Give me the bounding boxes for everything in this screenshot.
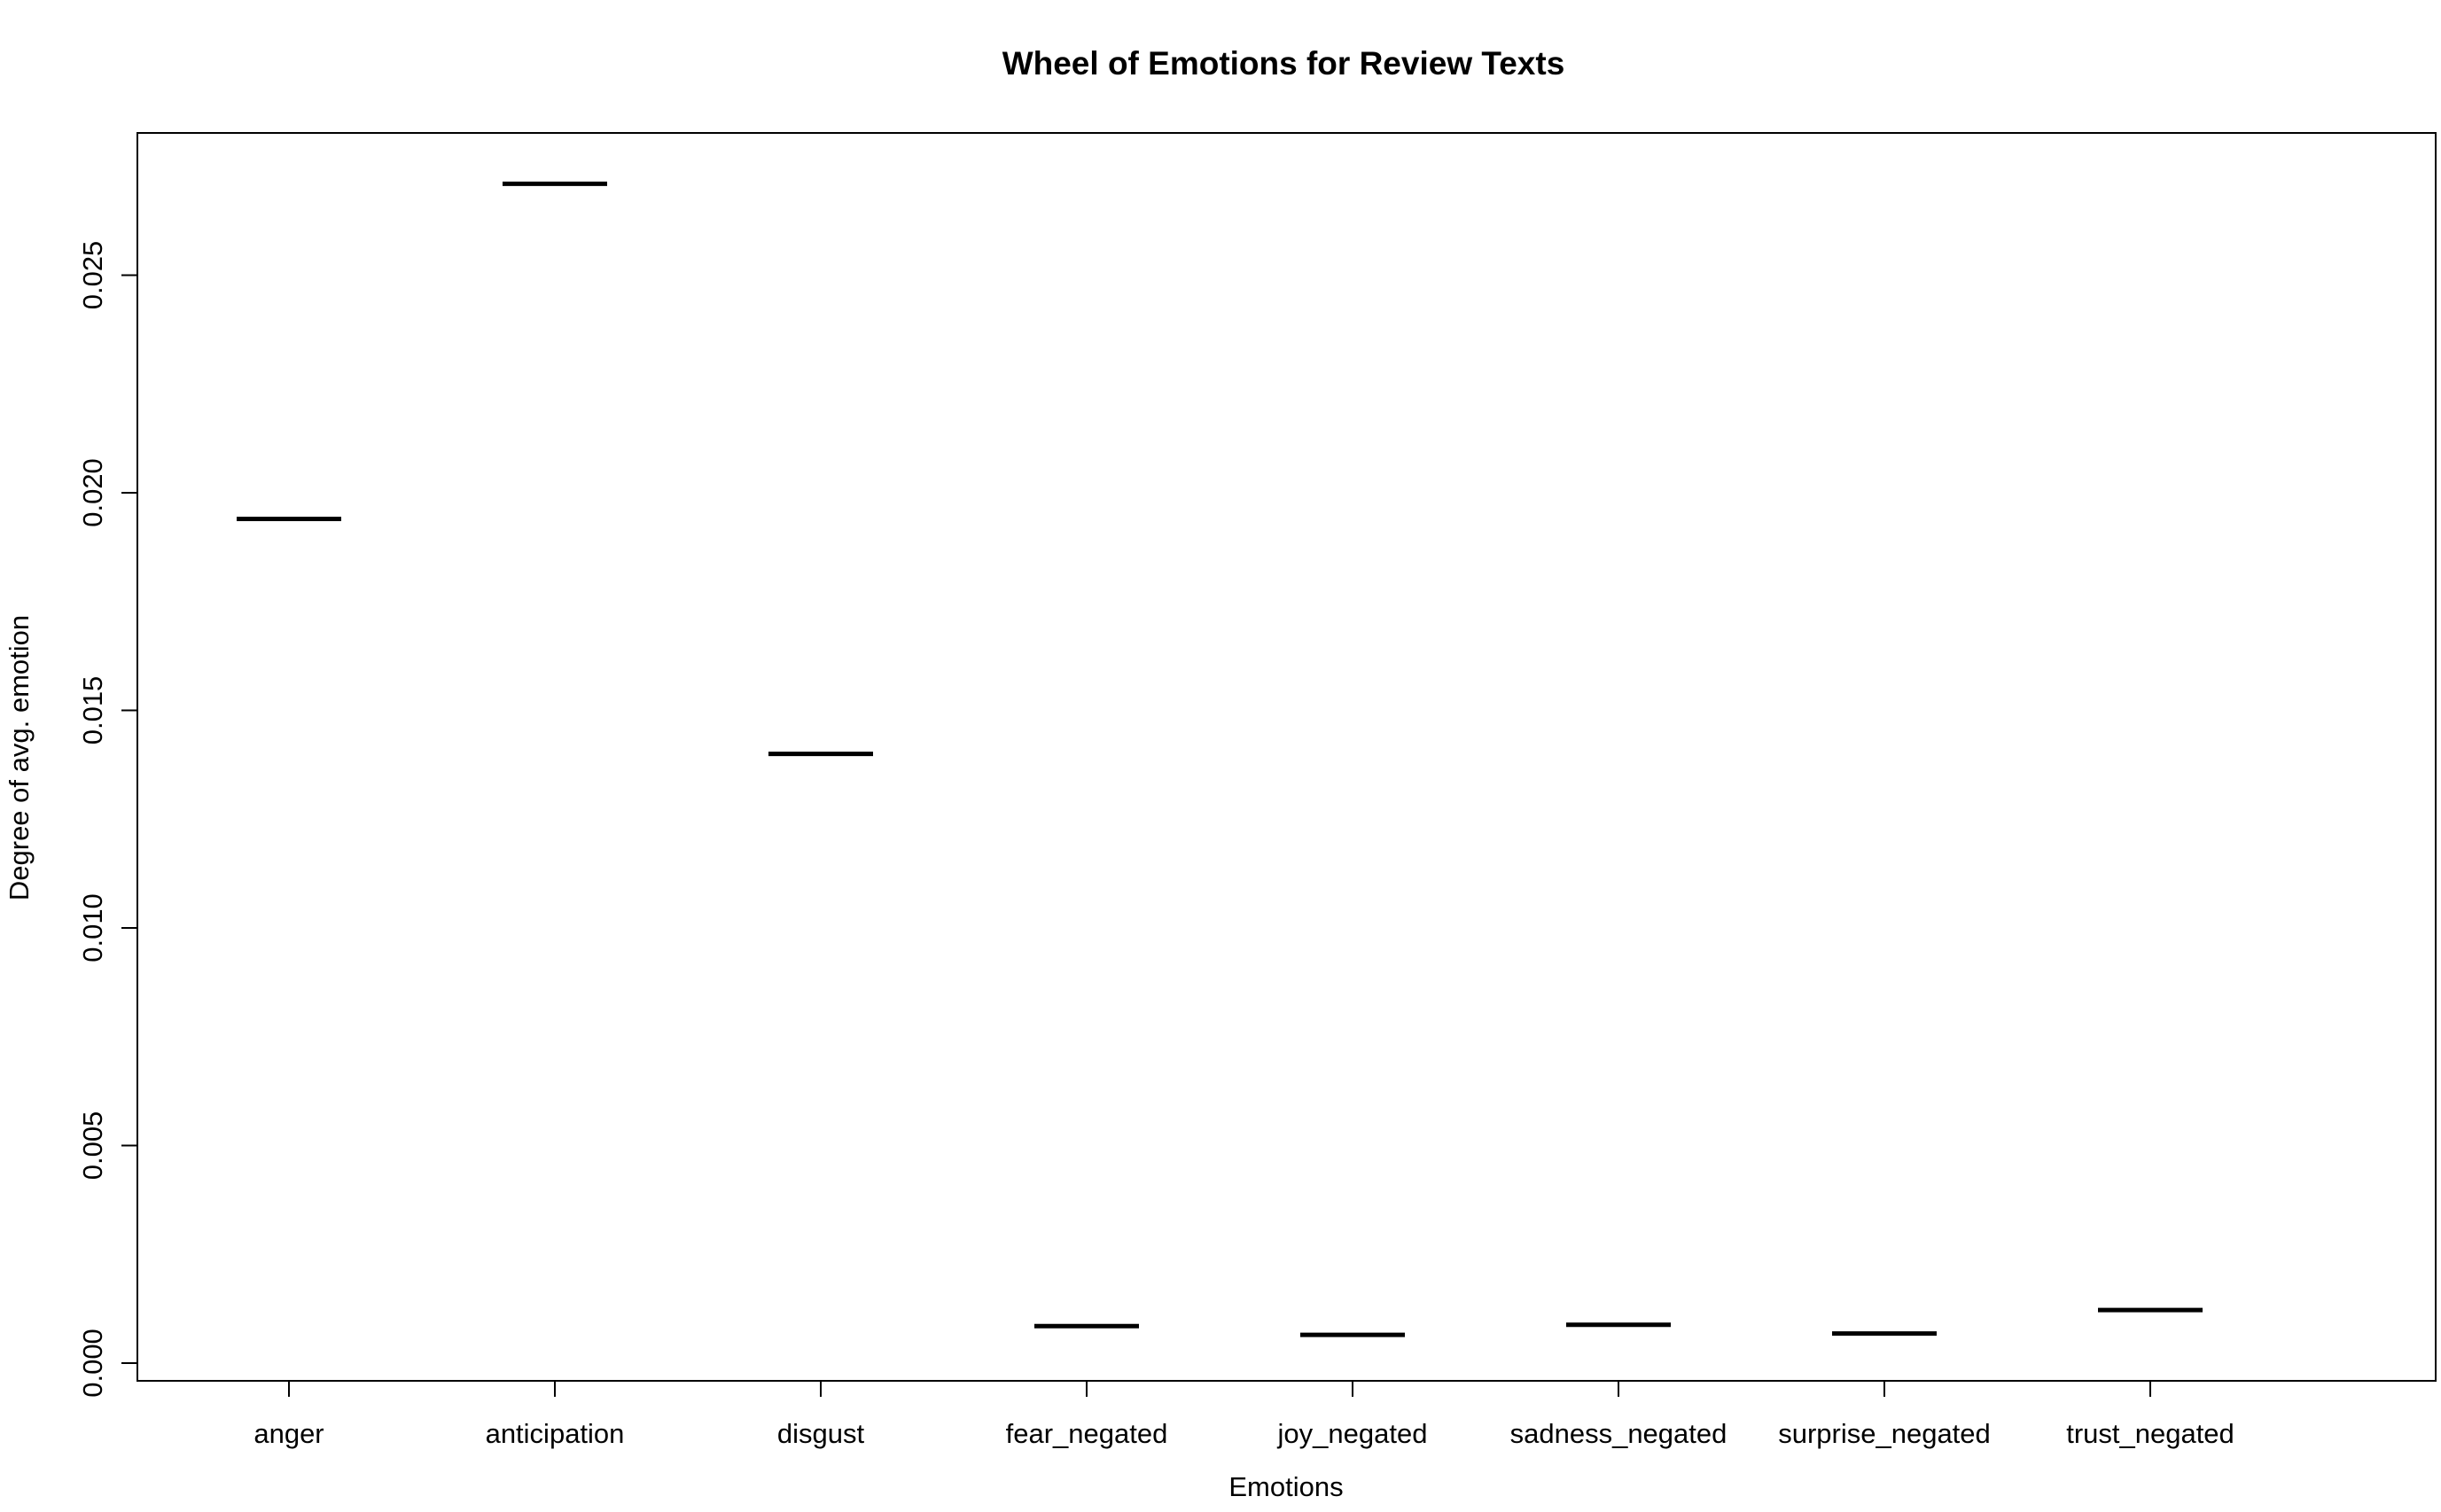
x-tick-label-anger: anger (253, 1418, 324, 1449)
x-tick-label-fear-negated: fear_negated (1006, 1418, 1168, 1449)
chart-title: Wheel of Emotions for Review Texts (1002, 45, 1565, 82)
x-tick-label-joy-negated: joy_negated (1277, 1418, 1428, 1449)
x-axis: anger anticipation disgust fear_negated joy_… (253, 1381, 2234, 1449)
x-tick-label-disgust: disgust (777, 1418, 865, 1449)
y-axis-label: Degree of avg. emotion (4, 615, 35, 900)
plot-frame (136, 132, 2437, 1382)
x-tick-label-anticipation: anticipation (486, 1418, 625, 1449)
x-tick-label-trust-negated: trust_negated (2066, 1418, 2234, 1449)
y-axis: 0.000 0.005 0.010 0.015 0.020 0.025 (77, 241, 137, 1398)
y-tick-label: 0.020 (77, 458, 108, 527)
y-tick-label: 0.025 (77, 241, 108, 310)
y-tick-label: 0.015 (77, 676, 108, 745)
x-tick-label-sadness-negated: sadness_negated (1510, 1418, 1727, 1449)
y-tick-label: 0.000 (77, 1329, 108, 1398)
y-tick-label: 0.005 (77, 1111, 108, 1181)
x-axis-label: Emotions (1228, 1471, 1343, 1502)
data-marks (237, 181, 2203, 1337)
y-tick-label: 0.010 (77, 893, 108, 963)
x-tick-label-surprise-negated: surprise_negated (1778, 1418, 1991, 1449)
